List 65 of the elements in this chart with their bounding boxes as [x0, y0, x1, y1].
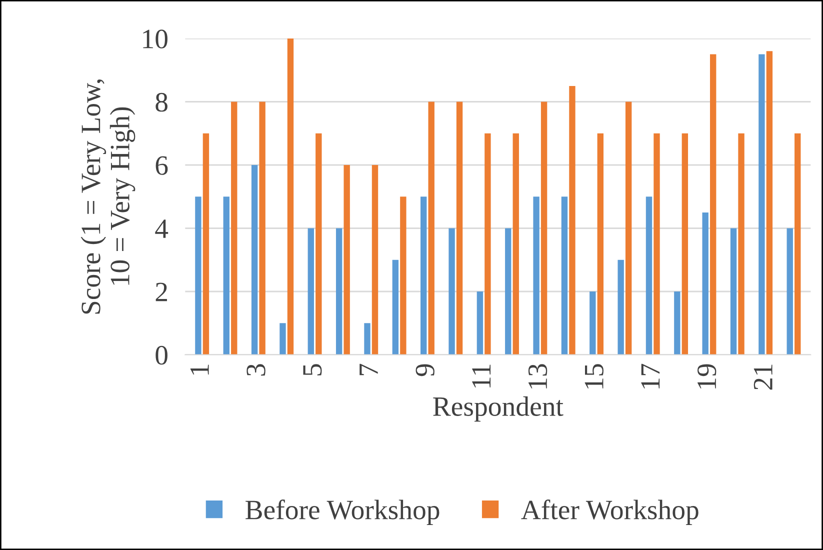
y-tick-label: 2: [156, 282, 167, 302]
bar: [590, 292, 596, 355]
bar: [336, 228, 342, 355]
bar: [392, 260, 399, 355]
x-tick-label: 7: [360, 364, 378, 376]
bar: [202, 133, 210, 355]
bar: [448, 228, 455, 355]
bar: [654, 133, 660, 355]
legend-label: After Workshop: [521, 500, 698, 525]
y-tick-label: 4: [155, 220, 168, 238]
bar: [738, 133, 744, 355]
x-tick-label: 15: [584, 364, 604, 388]
legend-label: Before Workshop: [246, 500, 440, 525]
x-tick-label: 1: [190, 364, 209, 375]
bar: [223, 196, 230, 355]
bar: [569, 86, 576, 355]
bar: [533, 196, 540, 355]
bar: [287, 38, 294, 355]
bar: [484, 133, 491, 355]
bar: [766, 51, 773, 355]
bar: [540, 102, 548, 355]
bar: [251, 165, 258, 355]
bar: [512, 133, 519, 355]
bar: [364, 323, 370, 355]
bar: [308, 228, 314, 355]
bar: [372, 165, 378, 355]
bar: [625, 102, 632, 355]
bar: [400, 196, 406, 355]
bar: [730, 228, 737, 355]
x-tick-label: 17: [641, 364, 660, 388]
bar: [316, 133, 322, 355]
bar: [259, 102, 266, 355]
bar: [710, 54, 716, 355]
x-tick-label: 21: [754, 364, 772, 390]
bar: [561, 196, 568, 355]
bar: [794, 133, 801, 355]
bar: [344, 165, 350, 355]
x-tick-label: 5: [303, 364, 322, 376]
y-tick-label: 6: [156, 156, 168, 175]
bar: [702, 212, 708, 355]
y-tick-label: 10: [143, 30, 168, 48]
bar: [597, 133, 604, 355]
bar: [428, 102, 434, 355]
bar: [674, 292, 680, 355]
x-tick-label: 11: [472, 364, 491, 388]
bar: [195, 196, 202, 355]
bar: [420, 196, 427, 355]
y-tick-label: 8: [156, 92, 168, 112]
x-tick-label: 9: [416, 364, 434, 376]
x-axis-title: Respondent: [433, 396, 564, 422]
bar: [618, 260, 624, 355]
x-tick-label: 13: [528, 364, 548, 388]
bar: [476, 292, 484, 355]
x-tick-label: 19: [698, 364, 716, 388]
y-tick-label: 0: [156, 346, 168, 365]
bar: [231, 102, 238, 355]
y-axis-title: Score (1 = Very Low, 10 = Very High): [80, 79, 136, 314]
bar: [646, 196, 652, 355]
bar: [786, 228, 793, 355]
bar: [505, 228, 512, 355]
x-tick-label: 3: [246, 364, 266, 376]
bar: [456, 102, 463, 355]
bar: [758, 54, 765, 355]
bar: [280, 323, 286, 355]
bar: [682, 133, 688, 355]
